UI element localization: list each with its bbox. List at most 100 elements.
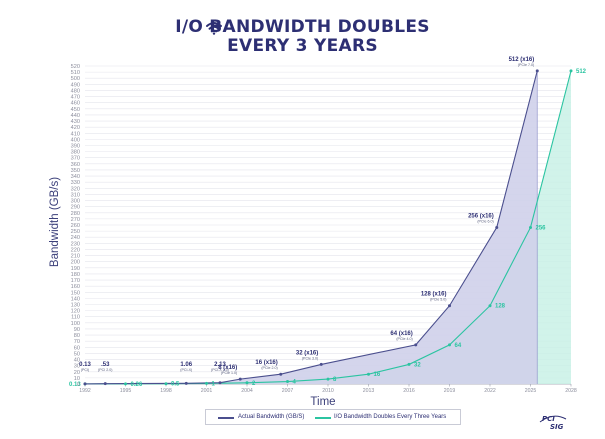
pci-sig-logo: PCI SIG — [539, 415, 567, 431]
x-tick-label: 1992 — [79, 388, 91, 394]
y-tick-label: 470 — [71, 95, 80, 101]
logo-line2: SIG — [550, 423, 564, 431]
actual-sub-label: (PCIe 4.0) — [396, 337, 412, 341]
chart-data-labels: 0.13 0.26 0.5 1 2 4 81632641282565120.13(PCI).… — [69, 57, 587, 388]
chart-title-line1: I/O BANDWIDTH DOUBLES — [175, 17, 430, 37]
projected-value-label: 8 — [333, 377, 337, 383]
actual-sub-label: (PCI-X) — [180, 368, 192, 372]
y-tick-label: 500 — [71, 76, 80, 82]
actual-point — [535, 69, 539, 73]
y-tick-label: 290 — [71, 205, 80, 211]
y-tick-label: 30 — [74, 364, 80, 370]
actual-point — [218, 381, 222, 385]
y-tick-label: 20 — [74, 370, 80, 376]
y-tick-label: 150 — [71, 290, 80, 296]
actual-value-label: 16 (x16) — [255, 360, 277, 366]
y-tick-label: 10 — [74, 376, 80, 382]
actual-point — [184, 381, 188, 385]
chart-legend: Actual Bandwidth (GB/S) I/O Bandwidth Do… — [205, 409, 461, 425]
actual-point — [103, 382, 107, 386]
chart-area-fills — [85, 70, 571, 385]
actual-sub-label: (PCI 2.0) — [98, 368, 112, 372]
actual-value-label: 128 (x16) — [421, 292, 447, 298]
y-tick-label: 220 — [71, 247, 80, 253]
projected-point — [164, 382, 168, 386]
x-tick-label: 2001 — [201, 388, 213, 394]
y-tick-label: 120 — [71, 309, 80, 315]
x-tick-label: 2007 — [282, 388, 294, 394]
actual-sub-label: (PCIe 1.0) — [221, 371, 237, 375]
y-tick-label: 480 — [71, 88, 80, 94]
y-tick-label: 370 — [71, 156, 80, 162]
actual-sub-label: (PCIe 2.0) — [261, 366, 277, 370]
projected-value-label: 256 — [536, 225, 547, 231]
y-tick-label: 250 — [71, 229, 80, 235]
actual-value-label: 512 (x16) — [509, 57, 535, 63]
y-tick-label: 320 — [71, 186, 80, 192]
y-tick-label: 280 — [71, 211, 80, 217]
chart-data-points — [83, 69, 573, 386]
y-tick-label: 70 — [74, 339, 80, 345]
actual-point — [279, 372, 283, 376]
y-tick-label: 380 — [71, 150, 80, 156]
y-tick-label: 350 — [71, 168, 80, 174]
y-tick-label: 60 — [74, 345, 80, 351]
actual-sub-label: (PCI) — [81, 368, 89, 372]
y-tick-label: 80 — [74, 333, 80, 339]
legend-projected-swatch — [315, 417, 331, 419]
projected-value-label: 0.5 — [171, 382, 180, 388]
actual-value-label: 2.13 — [214, 362, 226, 368]
projected-value-label: 64 — [455, 343, 462, 349]
chart-tick-labels: 0102030405060708090100110120130140150160… — [71, 64, 577, 394]
y-tick-label: 390 — [71, 144, 80, 150]
projected-point — [367, 372, 370, 376]
y-tick-label: 0 — [77, 382, 80, 388]
x-tick-label: 2013 — [363, 388, 375, 394]
x-tick-label: 2028 — [565, 388, 577, 394]
actual-value-label: 256 (x16) — [468, 213, 494, 219]
logo-line1: PCI — [542, 415, 555, 423]
projected-value-label: 16 — [374, 372, 381, 378]
projected-value-label: 0.26 — [131, 382, 143, 388]
actual-value-label: 0.13 — [79, 362, 91, 368]
y-tick-label: 330 — [71, 180, 80, 186]
actual-sub-label: (PCI-X 2.0) — [211, 368, 229, 372]
y-tick-label: 260 — [71, 223, 80, 229]
actual-value-label: 64 (x16) — [390, 331, 412, 337]
projected-point — [569, 69, 573, 73]
projected-value-label: 0.13 — [69, 382, 81, 388]
legend-actual-label: Actual Bandwidth (GB/S) — [238, 414, 305, 420]
actual-sub-label: (PCIe 7.0) — [518, 63, 534, 67]
x-tick-label: 2025 — [525, 388, 537, 394]
actual-point — [319, 362, 323, 366]
y-tick-label: 100 — [71, 321, 80, 327]
x-tick-label: 2019 — [444, 388, 456, 394]
actual-area — [85, 70, 538, 385]
y-tick-label: 160 — [71, 284, 80, 290]
y-tick-label: 110 — [71, 315, 80, 321]
actual-value-label: 8 (x16) — [218, 365, 237, 371]
projected-point — [205, 381, 208, 385]
y-tick-label: 310 — [71, 192, 80, 198]
projected-point — [286, 380, 289, 384]
projected-value-label: 4 — [293, 380, 297, 386]
projected-point — [529, 225, 532, 229]
actual-point — [495, 225, 499, 229]
y-tick-label: 300 — [71, 199, 80, 205]
x-tick-label: 2022 — [484, 388, 496, 394]
x-tick-label: 1998 — [160, 388, 172, 394]
y-tick-label: 400 — [71, 137, 80, 143]
projected-value-label: 128 — [495, 304, 506, 310]
legend-actual-swatch — [218, 417, 234, 419]
projected-point — [448, 343, 451, 347]
x-axis-title: Time — [310, 396, 335, 408]
actual-sub-label: (PCIe 6.0) — [477, 219, 493, 223]
y-tick-label: 210 — [71, 254, 80, 260]
actual-sub-label: (PCIe 5.0) — [430, 298, 446, 302]
y-tick-label: 90 — [74, 327, 80, 333]
y-tick-label: 460 — [71, 101, 80, 107]
actual-point — [448, 304, 451, 308]
y-tick-label: 410 — [71, 131, 80, 137]
y-axis-title: Bandwidth (GB/s) — [49, 177, 61, 267]
